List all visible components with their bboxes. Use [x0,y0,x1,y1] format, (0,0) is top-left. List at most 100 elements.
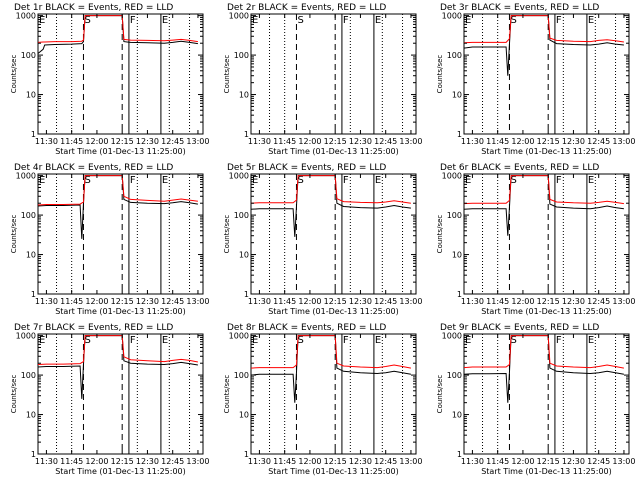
y-tick-label: 10 [239,251,249,260]
panel-title: Det 9r BLACK = Events, RED = LLD [440,323,599,333]
marker-label: F [130,15,136,26]
marker-label: E [162,335,168,346]
marker-label: E [465,15,471,26]
panel-7: Det 7r BLACK = Events, RED = LLD E S F E 11:3… [10,323,209,476]
lld-series-line [464,175,624,205]
y-tick-label: 1 [457,450,462,459]
x-tick-label: 11:45 [486,457,509,466]
x-tick-label: 12:00 [511,137,534,146]
y-tick-label: 1000 [229,332,249,341]
y-tick-label: 10 [26,411,36,420]
panel-title: Det 5r BLACK = Events, RED = LLD [227,163,386,173]
marker-label: E [252,15,258,26]
x-tick-label: 12:45 [374,297,397,306]
x-tick-label: 11:30 [248,457,271,466]
x-tick-label: 12:15 [111,457,134,466]
y-tick-label: 100 [21,211,36,220]
marker-label: E [588,335,594,346]
marker-label: F [343,335,349,346]
x-axis-label: Start Time (01-Dec-13 11:25:00) [268,467,399,476]
panel-title: Det 2r BLACK = Events, RED = LLD [227,3,386,13]
panel-1: Det 1r BLACK = Events, RED = LLD E S F E 11:3… [10,3,209,156]
x-axis-label: Start Time (01-Dec-13 11:25:00) [55,467,186,476]
series-group [251,335,411,403]
y-tick-label: 10 [452,251,462,260]
marker-label: E [39,175,45,186]
x-axis-label: Start Time (01-Dec-13 11:25:00) [268,307,399,316]
marker-label: S [510,175,516,186]
x-tick-label: 11:30 [35,297,58,306]
plot-frame [463,333,630,455]
x-tick-label: 11:45 [60,457,83,466]
marker-label: F [343,15,349,26]
y-tick-label: 1 [244,130,249,139]
y-axis-label: Counts/sec [223,55,231,94]
y-axis-label: Counts/sec [436,215,444,254]
x-tick-label: 12:15 [537,297,560,306]
y-tick-label: 100 [21,371,36,380]
panel-title: Det 7r BLACK = Events, RED = LLD [14,323,173,333]
x-tick-label: 12:45 [161,457,184,466]
y-tick-label: 1000 [229,172,249,181]
panel-9: Det 9r BLACK = Events, RED = LLD E S F E 11:3… [436,323,635,476]
marker-label: S [510,335,516,346]
lld-series-line [251,175,411,204]
lld-series-line [38,175,198,206]
marker-label: E [39,335,45,346]
marker-label: F [343,175,349,186]
y-tick-label: 100 [447,371,462,380]
y-axis-label: Counts/sec [10,375,18,414]
marker-label: E [39,15,45,26]
plot-frame [37,333,204,455]
x-tick-label: 11:45 [486,297,509,306]
y-tick-label: 10 [452,411,462,420]
x-tick-label: 12:15 [111,297,134,306]
marker-label: F [130,175,136,186]
x-tick-label: 12:30 [562,137,585,146]
y-tick-label: 1 [457,130,462,139]
x-tick-label: 12:00 [511,297,534,306]
marker-label: E [375,335,381,346]
x-tick-label: 12:15 [537,457,560,466]
marker-label: E [375,175,381,186]
y-tick-label: 100 [447,211,462,220]
plot-frame [463,173,630,295]
x-tick-label: 13:00 [612,457,635,466]
y-tick-label: 1 [31,450,36,459]
x-axis-label: Start Time (01-Dec-13 11:25:00) [481,467,612,476]
y-tick-label: 1000 [442,332,462,341]
x-tick-label: 12:00 [298,457,321,466]
lld-series-line [38,335,198,365]
x-tick-label: 12:15 [537,137,560,146]
x-tick-label: 11:30 [35,137,58,146]
events-series-line [38,15,198,54]
panel-title: Det 6r BLACK = Events, RED = LLD [440,163,599,173]
marker-label: E [465,175,471,186]
y-axis-label: Counts/sec [436,375,444,414]
x-tick-label: 11:30 [35,457,58,466]
y-tick-label: 1 [244,290,249,299]
x-tick-label: 12:15 [111,137,134,146]
marker-label: S [297,15,303,26]
x-tick-label: 13:00 [399,297,422,306]
x-tick-label: 12:30 [136,297,159,306]
x-tick-label: 12:15 [324,297,347,306]
lld-series-line [464,15,624,44]
marker-label: F [556,15,562,26]
y-axis-label: Counts/sec [436,55,444,94]
marker-label: S [84,15,90,26]
x-tick-label: 13:00 [186,457,209,466]
lld-series-line [464,335,624,369]
marker-label: E [162,175,168,186]
x-tick-label: 11:45 [60,137,83,146]
y-tick-label: 100 [21,51,36,60]
y-tick-label: 1000 [229,12,249,21]
events-series-line [464,15,624,76]
y-tick-label: 1 [31,290,36,299]
y-tick-label: 10 [239,411,249,420]
x-tick-label: 13:00 [612,297,635,306]
y-axis-label: Counts/sec [10,215,18,254]
x-tick-label: 13:00 [186,137,209,146]
y-tick-label: 1000 [442,12,462,21]
